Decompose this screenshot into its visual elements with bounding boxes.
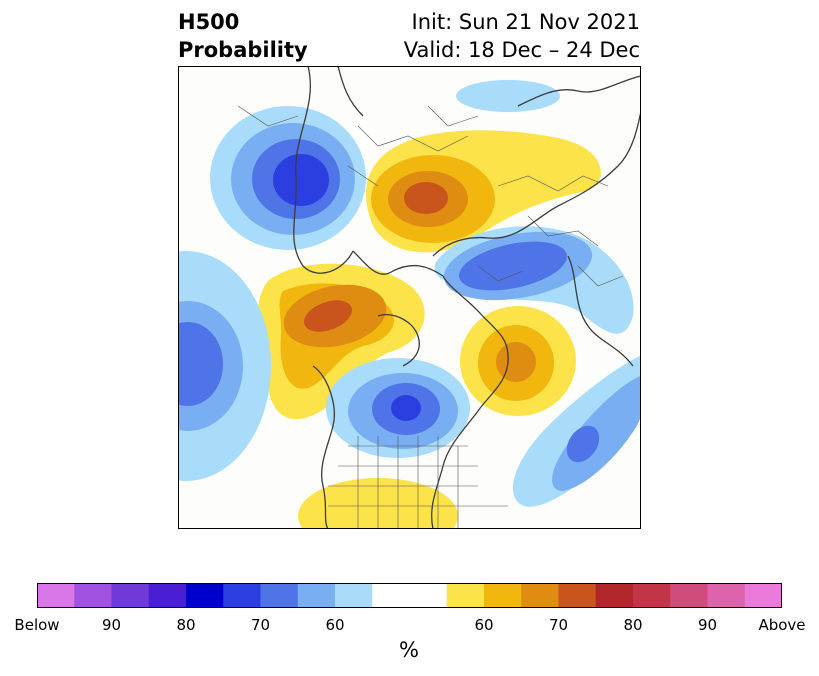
colorbar-cell — [111, 583, 150, 608]
colorbar-cell — [707, 583, 746, 608]
probability-map — [178, 66, 641, 529]
colorbar-cell — [744, 583, 782, 608]
colorbar-tick-label: 80 — [623, 616, 643, 634]
colorbar-cell — [297, 583, 336, 608]
colorbar-tick-label: Above — [758, 616, 806, 634]
init-date: Init: Sun 21 Nov 2021 — [411, 10, 640, 34]
chart-title-right: Init: Sun 21 Nov 2021 Valid: 18 Dec – 24… — [404, 8, 640, 64]
colorbar — [37, 583, 782, 608]
probability-contours — [178, 80, 641, 529]
colorbar-cell — [372, 583, 410, 608]
colorbar-cell — [633, 583, 671, 608]
title-variable: H500 — [178, 10, 240, 34]
colorbar-tick-label: 70 — [548, 616, 569, 634]
anomaly-above-greenland — [257, 263, 425, 420]
colorbar-cell — [186, 583, 224, 608]
colorbar-tick-label: 70 — [250, 616, 271, 634]
colorbar-cell — [409, 583, 448, 608]
coastlines — [293, 66, 641, 529]
valid-range: Valid: 18 Dec – 24 Dec — [403, 38, 640, 62]
chart-title-left: H500 Probability — [178, 8, 308, 64]
colorbar-cell — [595, 583, 634, 608]
colorbar-cell — [148, 583, 187, 608]
anomaly-below-west — [178, 251, 271, 481]
anomaly-below-southeast — [512, 356, 641, 507]
anomaly-below-europe — [434, 226, 634, 334]
anomaly-above-atlantic — [460, 306, 576, 416]
country-borders — [237, 105, 624, 529]
colorbar-cell — [260, 583, 299, 608]
colorbar-unit-label: % — [399, 638, 419, 662]
anomaly-above-arctic — [366, 130, 601, 253]
map-frame — [178, 66, 641, 529]
colorbar-tick-label: 60 — [474, 616, 494, 634]
colorbar-tick-label: 90 — [697, 616, 718, 634]
anomaly-below-siberia — [210, 106, 366, 250]
title-type: Probability — [178, 38, 308, 62]
colorbar-cell — [37, 583, 75, 608]
colorbar-cell — [521, 583, 559, 608]
colorbar-tick-label: 60 — [325, 616, 345, 634]
colorbar-cell — [484, 583, 522, 608]
colorbar-tick-label: 80 — [176, 616, 196, 634]
colorbar-cell — [223, 583, 261, 608]
colorbar-tick-label: Below — [14, 616, 60, 634]
colorbar-cell — [335, 583, 373, 608]
anomaly-below-arctic-strip — [456, 80, 560, 112]
colorbar-frame — [37, 583, 782, 608]
anomaly-below-north-america — [326, 358, 470, 458]
colorbar-cell — [446, 583, 485, 608]
colorbar-cell — [558, 583, 597, 608]
colorbar-cell — [74, 583, 112, 608]
colorbar-cell — [670, 583, 708, 608]
colorbar-tick-label: 90 — [101, 616, 122, 634]
